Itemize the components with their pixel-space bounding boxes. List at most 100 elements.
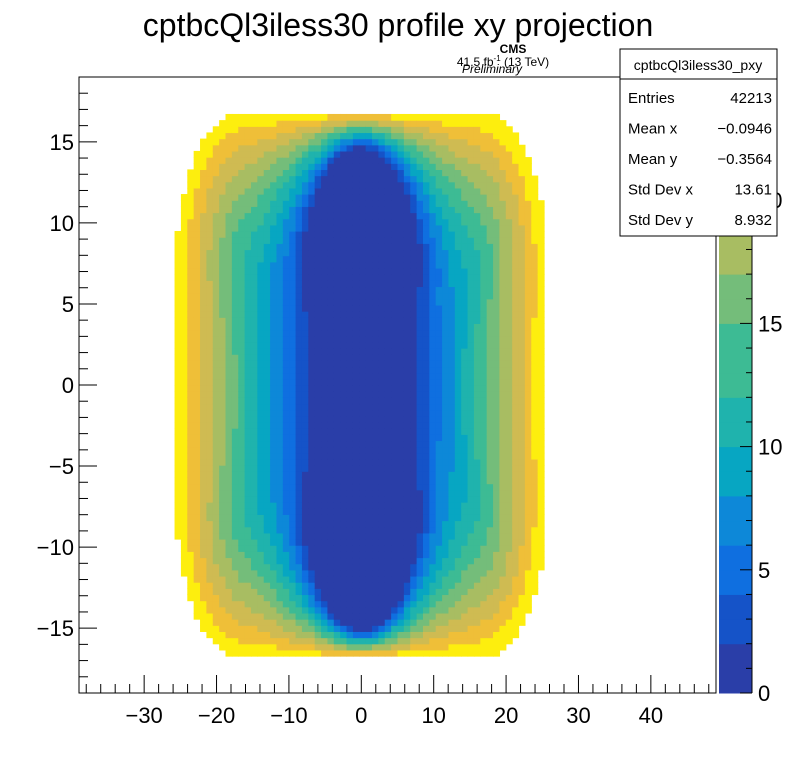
heatmap-cell [531, 329, 539, 337]
heatmap-cell [403, 545, 411, 552]
heatmap-cell [295, 545, 303, 552]
heatmap-cell [429, 440, 437, 448]
heatmap-cell [212, 421, 220, 429]
heatmap-cell [238, 582, 246, 589]
heatmap-cell [333, 280, 341, 288]
heatmap-cell [352, 311, 360, 318]
heatmap-cell [467, 582, 475, 589]
heatmap-cell [410, 403, 418, 411]
heatmap-cell [180, 194, 188, 201]
heatmap-cell [372, 372, 379, 380]
heatmap-cell [372, 292, 379, 300]
heatmap-cell [435, 526, 443, 534]
heatmap-cell [289, 138, 297, 146]
heatmap-cell [340, 274, 348, 281]
heatmap-cell [219, 557, 227, 565]
heatmap-cell [448, 231, 456, 238]
heatmap-cell [422, 594, 430, 602]
heatmap-cell [206, 175, 214, 183]
heatmap-cell [391, 348, 399, 355]
heatmap-cell [340, 175, 348, 183]
heatmap-cell [270, 286, 278, 294]
heatmap-cell [416, 267, 424, 275]
heatmap-cell [473, 557, 481, 565]
heatmap-cell [238, 606, 246, 614]
heatmap-cell [327, 360, 335, 368]
heatmap-cell [295, 440, 303, 448]
heatmap-cell [333, 323, 341, 331]
heatmap-cell [365, 237, 373, 244]
heatmap-cell [378, 409, 386, 417]
heatmap-cell [295, 532, 303, 540]
heatmap-cell [340, 409, 348, 417]
heatmap-cell [270, 163, 278, 170]
heatmap-cell [372, 150, 379, 158]
heatmap-cell [314, 175, 322, 183]
heatmap-cell [403, 575, 411, 583]
heatmap-cell [537, 206, 545, 214]
heatmap-cell [467, 255, 475, 263]
heatmap-cell [270, 113, 278, 121]
heatmap-cell [263, 551, 271, 559]
heatmap-cell [410, 625, 418, 632]
heatmap-cell [391, 514, 399, 522]
heatmap-cell [295, 255, 303, 263]
heatmap-cell [282, 304, 290, 312]
heatmap-cell [493, 206, 501, 214]
heatmap-cell [416, 569, 424, 577]
heatmap-cell [435, 360, 443, 368]
heatmap-cell [238, 335, 246, 343]
heatmap-cell [200, 360, 207, 368]
heatmap-cell [231, 397, 239, 405]
heatmap-cell [454, 187, 462, 195]
heatmap-cell [193, 187, 201, 195]
heatmap-cell [384, 163, 392, 170]
heatmap-cell [480, 249, 488, 257]
heatmap-cell [365, 495, 373, 503]
heatmap-cell [257, 625, 265, 632]
heatmap-cell [219, 631, 227, 639]
heatmap-cell [512, 323, 520, 331]
heatmap-cell [448, 588, 456, 596]
heatmap-cell [384, 446, 392, 454]
heatmap-cell [200, 194, 207, 201]
heatmap-cell [378, 557, 386, 565]
heatmap-cell [200, 409, 207, 417]
heatmap-cell [187, 569, 195, 577]
heatmap-cell [359, 514, 367, 522]
heatmap-cell [263, 360, 271, 368]
heatmap-cell [225, 267, 233, 275]
heatmap-cell [282, 532, 290, 540]
heatmap-cell [231, 452, 239, 460]
heatmap-cell [422, 489, 430, 497]
heatmap-cell [282, 126, 290, 134]
heatmap-cell [225, 514, 233, 522]
heatmap-cell [352, 218, 360, 226]
heatmap-cell [429, 600, 437, 608]
heatmap-cell [257, 606, 265, 614]
heatmap-cell [378, 458, 386, 466]
heatmap-cell [378, 212, 386, 220]
heatmap-cell [454, 446, 462, 454]
heatmap-cell [410, 483, 418, 491]
heatmap-cell [435, 348, 443, 355]
heatmap-cell [244, 415, 252, 423]
heatmap-cell [308, 631, 316, 639]
heatmap-cell [295, 280, 303, 288]
heatmap-cell [467, 323, 475, 331]
heatmap-cell [442, 446, 450, 454]
heatmap-cell [212, 526, 220, 534]
heatmap-cell [282, 545, 290, 552]
heatmap-cell [524, 366, 532, 374]
heatmap-cell [416, 649, 424, 657]
heatmap-cell [276, 526, 284, 534]
heatmap-cell [416, 261, 424, 269]
heatmap-cell [461, 372, 469, 380]
heatmap-cell [193, 292, 201, 300]
heatmap-cell [314, 477, 322, 485]
heatmap-cell [403, 292, 411, 300]
heatmap-cell [193, 465, 201, 472]
heatmap-cell [333, 212, 341, 220]
heatmap-cell [493, 385, 501, 392]
heatmap-cell [187, 477, 195, 485]
